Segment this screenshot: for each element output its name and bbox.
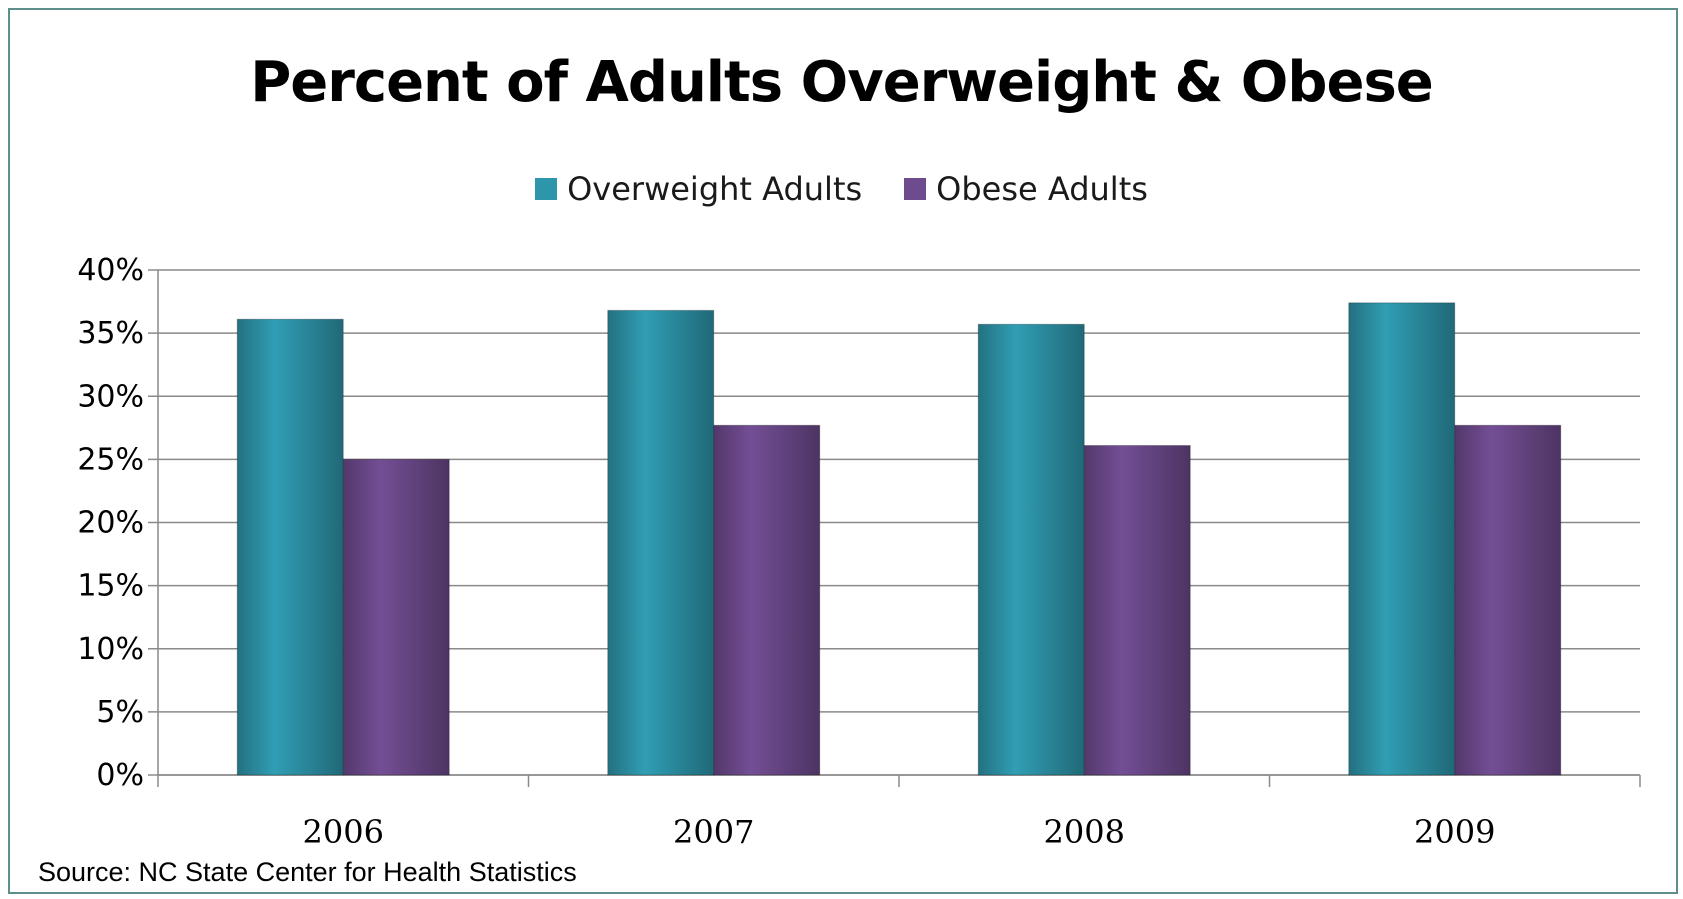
bar-overweight-adults-2007 [607,309,715,776]
bar-obese-adults-2006 [342,458,450,776]
bar-obese-adults-2007 [713,424,821,776]
y-tick-label: 15% [77,569,144,604]
y-tick-label: 5% [96,695,144,730]
legend-label-overweight: Overweight Adults [567,170,863,208]
bar-overweight-adults-2006 [236,318,344,776]
y-tick-label: 35% [77,316,144,351]
bar-obese-adults-2008 [1083,444,1191,776]
bar-overweight-adults-2009 [1348,302,1456,776]
x-category-label: 2008 [1044,813,1125,851]
y-tick-label: 10% [77,632,144,667]
chart-title: Percent of Adults Overweight & Obese [250,50,1434,115]
legend-item-obese: Obese Adults [904,170,1148,208]
source-note: Source: NC State Center for Health Stati… [38,857,577,887]
legend-label-obese: Obese Adults [936,170,1148,208]
bar-overweight-adults-2008 [977,323,1085,776]
x-category-label: 2007 [673,813,754,851]
y-tick-label: 30% [77,379,144,414]
legend: Overweight Adults Obese Adults [0,170,1683,208]
legend-item-overweight: Overweight Adults [535,170,862,208]
x-category-label: 2009 [1414,813,1495,851]
legend-swatch-obese [904,178,927,200]
y-tick-label: 0% [96,758,144,793]
legend-swatch-overweight [535,178,558,200]
bar-obese-adults-2009 [1454,424,1562,776]
y-tick-label: 20% [77,506,144,541]
y-tick-label: 25% [77,442,144,477]
x-category-label: 2006 [303,813,384,851]
y-tick-label: 40% [77,253,144,288]
